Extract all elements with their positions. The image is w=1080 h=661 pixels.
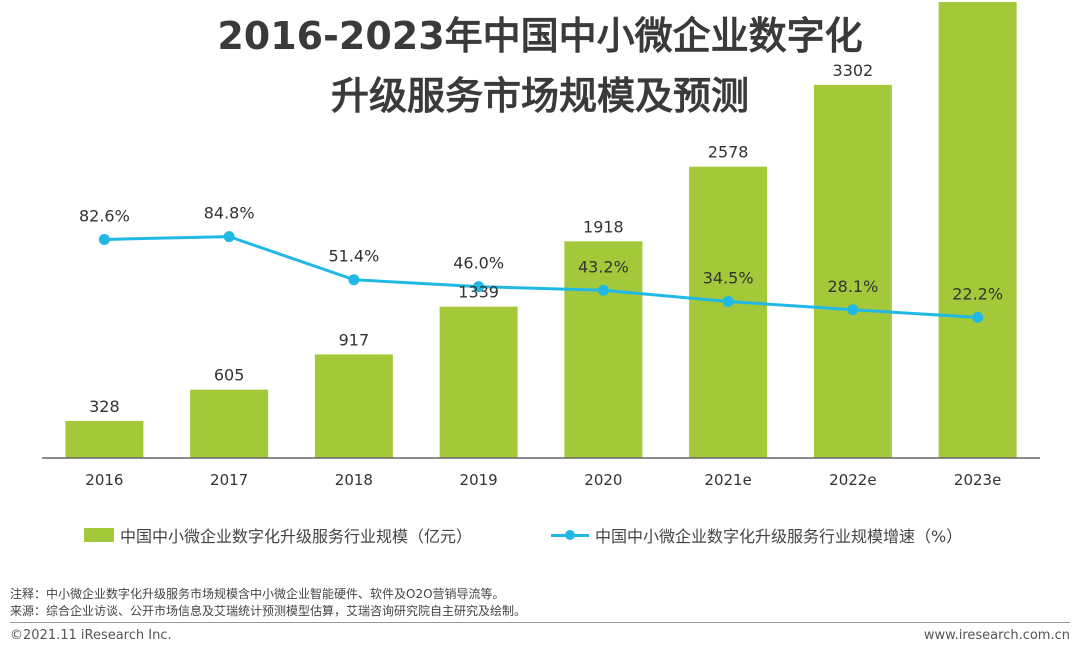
x-tick-label: 2016 — [85, 471, 123, 489]
chart-svg: 2016 2017 2018 2019 2020 2021e 2022e 2023e 328 6… — [42, 2, 1040, 489]
bar — [439, 306, 518, 458]
bar — [813, 84, 892, 459]
growth-value-label: 46.0% — [453, 254, 504, 273]
footer-website: www.iresearch.com.cn — [923, 628, 1070, 643]
growth-point — [597, 284, 609, 296]
bar — [938, 2, 1017, 458]
growth-value-label: 82.6% — [79, 206, 130, 225]
footer-copyright: ©2021.11 iResearch Inc. — [10, 628, 172, 643]
x-tick-label: 2022e — [829, 471, 876, 489]
x-tick-label: 2018 — [335, 471, 373, 489]
x-tick-label: 2021e — [704, 471, 751, 489]
bar — [190, 389, 269, 458]
bar — [314, 354, 393, 458]
growth-value-label: 51.4% — [328, 247, 379, 266]
chart-title-line2: 升级服务市场规模及预测 — [330, 74, 749, 118]
bar — [564, 241, 643, 458]
growth-point — [847, 304, 859, 316]
legend-bar-label: 中国中小微企业数字化升级服务行业规模（亿元） — [120, 527, 473, 546]
growth-point — [348, 274, 360, 286]
growth-point — [223, 231, 235, 243]
bar-value-label: 1918 — [583, 217, 624, 236]
chart-source: 来源：综合企业访谈、公开市场信息及艾瑞统计预测模型估算，艾瑞咨询研究院自主研究及… — [10, 604, 527, 618]
bar-value-label: 1339 — [458, 283, 499, 302]
bar-value-label: 917 — [339, 330, 370, 349]
chart-note: 注释：中小微企业数字化升级服务市场规模含中小微企业智能硬件、软件及O2O营销导流… — [10, 587, 505, 601]
growth-value-label: 84.8% — [204, 204, 255, 223]
growth-point — [972, 311, 984, 323]
chart-title-line1: 2016-2023年中国中小微企业数字化 — [217, 14, 863, 58]
legend-bar-swatch — [84, 528, 114, 542]
bar — [65, 420, 144, 458]
growth-value-label: 34.5% — [703, 268, 754, 287]
growth-point — [473, 281, 485, 293]
growth-value-label: 28.1% — [827, 277, 878, 296]
x-tick-label: 2023e — [954, 471, 1001, 489]
bar-value-label: 2578 — [708, 143, 749, 162]
legend-bar: 中国中小微企业数字化升级服务行业规模（亿元） — [84, 523, 472, 547]
legend-line-label: 中国中小微企业数字化升级服务行业规模增速（%） — [595, 527, 963, 546]
growth-value-label: 22.2% — [952, 284, 1003, 303]
growth-value-label: 43.2% — [578, 257, 629, 276]
bar-value-label: 328 — [89, 397, 120, 416]
bar — [689, 166, 768, 458]
growth-point — [98, 233, 110, 245]
growth-line — [104, 235, 978, 319]
footer-divider — [10, 622, 1070, 623]
bar-value-label: 3302 — [833, 61, 874, 80]
x-tick-label: 2020 — [584, 471, 622, 489]
x-tick-label: 2019 — [460, 471, 498, 489]
legend-line: 中国中小微企业数字化升级服务行业规模增速（%） — [551, 523, 962, 547]
bar-value-label: 605 — [214, 366, 245, 385]
legend-line-swatch — [551, 528, 589, 542]
growth-point — [722, 295, 734, 307]
x-tick-label: 2017 — [210, 471, 248, 489]
